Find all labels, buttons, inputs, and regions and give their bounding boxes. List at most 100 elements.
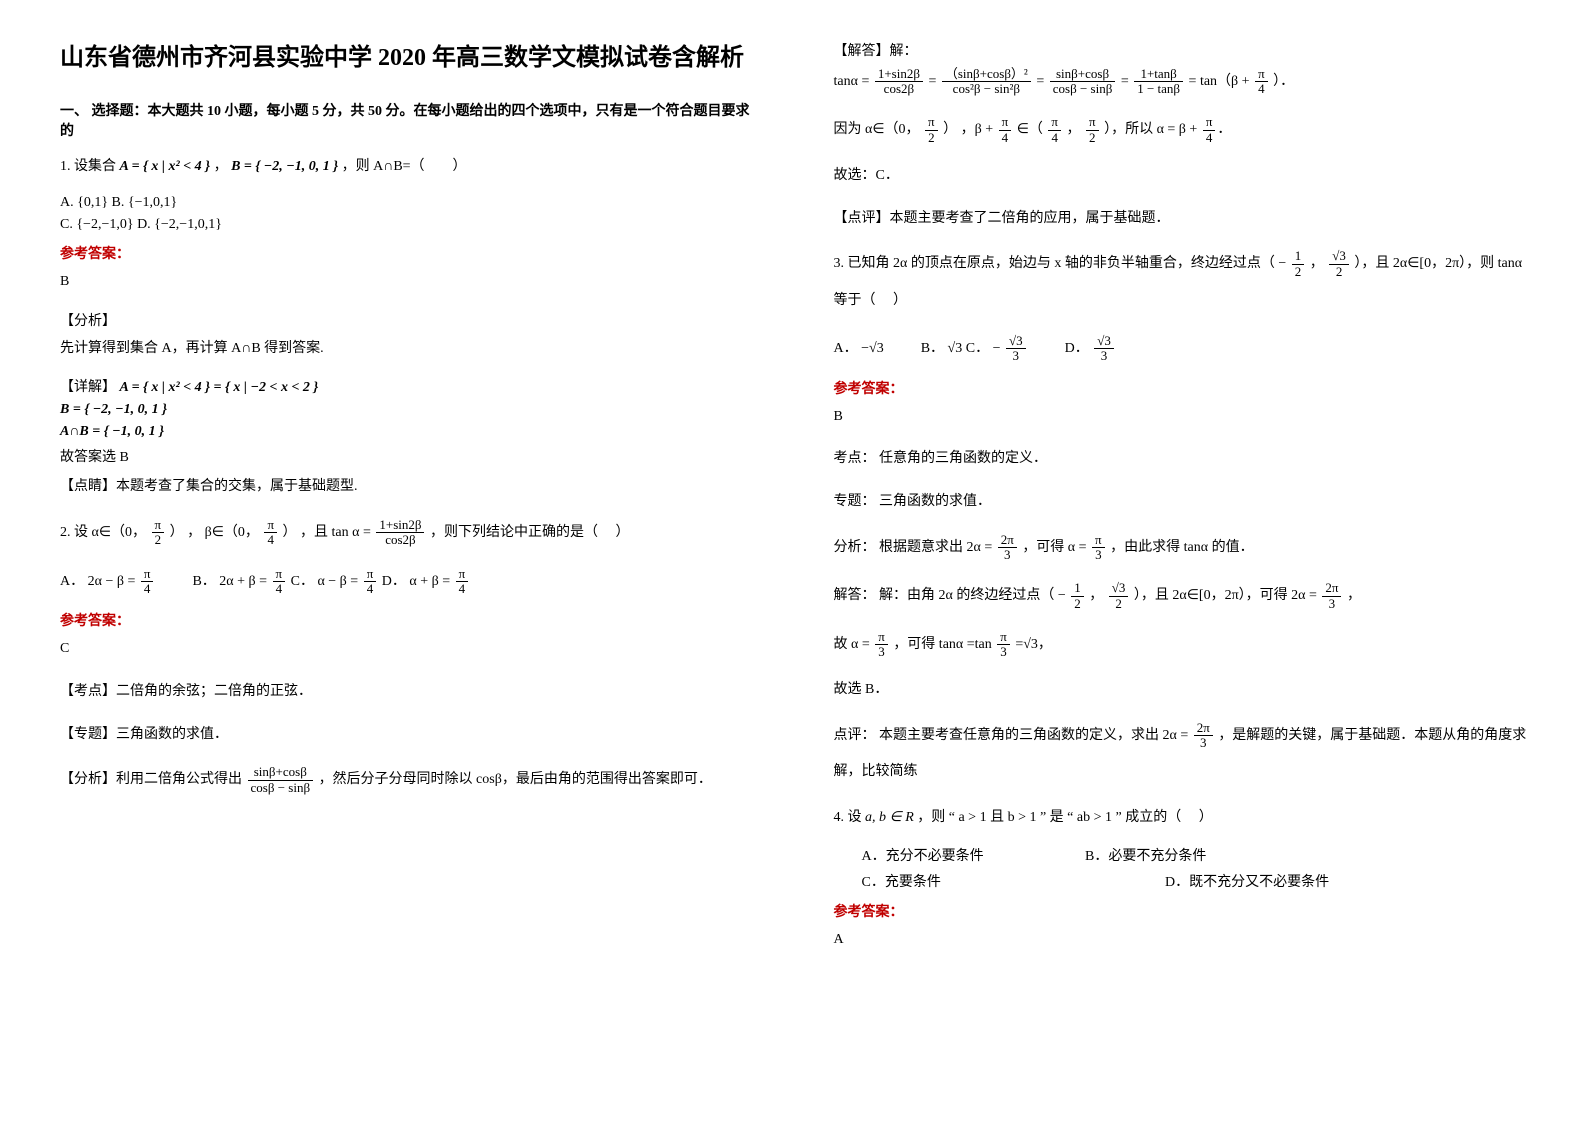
q3-pi3b: π3 [875, 630, 888, 660]
q3-sign2: − [1058, 588, 1066, 603]
q1-ans-label: 参考答案： [60, 243, 754, 263]
q1-stem-b: ， [214, 159, 232, 174]
q1-setA: A = { x | x² < 4 } [120, 159, 211, 174]
q3-jdf: =√3， [1015, 637, 1052, 652]
q3-pi3: π3 [1092, 533, 1105, 563]
r-l2alpha: α∈（0， [865, 122, 920, 137]
q1-setB: B = { −2, −1, 0, 1 } [231, 159, 338, 174]
r-f3: sinβ+cosβcosβ − sinβ [1050, 67, 1116, 97]
q3-jdc: ， [1347, 588, 1361, 603]
r-eq3: = [1121, 74, 1132, 89]
r-pi4-1: π4 [1255, 67, 1268, 97]
doc-title: 山东省德州市齐河县实验中学 2020 年高三数学文模拟试卷含解析 [60, 40, 754, 76]
q3-jd: 解答： 解：由角 2α 的终边经过点（ − 12 ， √32 ），且 2α∈[0… [834, 578, 1528, 614]
q2-optB: B． 2α + β = [192, 574, 270, 589]
q3-jda: 解答： 解：由角 2α 的终边经过点（ [834, 588, 1058, 603]
q3-sign: − [1278, 256, 1286, 271]
q3-a: 3. 已知角 2α 的顶点在原点，始边与 x 轴的非负半轴重合，终边经过点（ [834, 256, 1279, 271]
q3-2pi3c: 2π3 [1194, 721, 1213, 751]
q1-d4: 故答案选 B [60, 446, 754, 466]
r-pi4-3: π4 [1048, 115, 1061, 145]
r-l1b: = tan（β + [1189, 74, 1254, 89]
r-pi4-2: π4 [999, 115, 1012, 145]
q4-opts2: C．充要条件 D．既不充分又不必要条件 [834, 871, 1528, 891]
q2: 2. 设 α∈（0， π2 ） ， β∈（0， π4 ） ，且 tan α = … [60, 515, 754, 551]
q3-opts: A． −√3 B． √3 C． − √33 D． √33 [834, 331, 1528, 367]
r-l2b: ） [943, 122, 957, 137]
q3-optCa: C． − [966, 341, 1001, 356]
q3-ans-label: 参考答案： [834, 378, 1528, 398]
q3-ans: B [834, 402, 1528, 433]
q1-optC: C. {−2,−1,0} D. {−2,−1,0,1} [60, 217, 754, 233]
q3-jdb: ），且 2α∈[0，2π），可得 2α = [1134, 588, 1321, 603]
r-pi4-4: π4 [1203, 115, 1216, 145]
q2-stem-a: 2. 设 [60, 525, 92, 540]
r-line3: 故选：C． [834, 161, 1528, 192]
q3-optC-f: √33 [1006, 334, 1026, 364]
q4-optC: C．充要条件 [862, 871, 1162, 891]
q1-ds: 【点睛】本题考查了集合的交集，属于基础题型. [60, 472, 754, 503]
q2-pi4a: π4 [264, 518, 277, 548]
q2-opts: A． 2α − β = π4 B． 2α + β = π4 C． α − β =… [60, 564, 754, 600]
q1-optA: A. {0,1} B. {−1,0,1} [60, 195, 754, 211]
q2-optA: A． 2α − β = [60, 574, 139, 589]
r-f1: 1+sin2βcos2β [875, 67, 923, 97]
q1: 1. 设集合 A = { x | x² < 4 } ， B = { −2, −1… [60, 152, 754, 183]
r-pi2-2: π2 [1086, 115, 1099, 145]
q3-jdd: 故 α = [834, 637, 874, 652]
r-l2f: ），所以 [1104, 122, 1157, 137]
q2-optA-f: π4 [141, 567, 154, 597]
r-l2a: 因为 [834, 122, 866, 137]
q4-a: 4. 设 [834, 810, 866, 825]
r-l1c: ） [1273, 74, 1280, 89]
q3-py: √32 [1329, 249, 1349, 279]
section1-head: 一、 选择题：本大题共 10 小题，每小题 5 分，共 50 分。在每小题给出的… [60, 100, 754, 140]
r-l2g: α = β + [1157, 122, 1201, 137]
r-ds: 【点评】本题主要考查了二倍角的应用，属于基础题． [834, 204, 1528, 235]
q2-ans-label: 参考答案： [60, 610, 754, 630]
q3-fxc: ，由此求得 tanα 的值． [1110, 540, 1253, 555]
q2-stem-c: ，则下列结论中正确的是（ ） [430, 525, 630, 540]
r-f4: 1+tanβ1 − tanβ [1134, 67, 1183, 97]
q3-px: 12 [1292, 249, 1305, 279]
q2-close2: ） [283, 525, 297, 540]
q2-fx-b: ，然后分子分母同时除以 cosβ，最后由角的范围得出答案即可． [319, 772, 712, 787]
q2-optC: C． α − β = [291, 574, 362, 589]
q4-ab: a, b ∈ R [865, 810, 914, 825]
q3-jd2: 故 α = π3 ，可得 tanα =tan π3 =√3， [834, 627, 1528, 663]
q2-optD: D． α + β = [382, 574, 454, 589]
q4-optD: D．既不充分又不必要条件 [1165, 875, 1329, 890]
q2-fx-frac: sinβ+cosβcosβ − sinβ [248, 765, 314, 795]
r-jd-label: 【解答】解： [834, 40, 1528, 60]
q4-b: ，则 “ a > 1 且 b > 1 ” 是 “ ab > 1 ” 成立的（ ） [917, 810, 1212, 825]
q3-optD-f: √33 [1094, 334, 1114, 364]
q2-optC-f: π4 [364, 567, 377, 597]
r-l2d: ∈（ [1017, 122, 1043, 137]
q3-fxa: 分析： 根据题意求出 2α = [834, 540, 996, 555]
q4-optA: A．充分不必要条件 [862, 845, 1082, 865]
q2-close1: ） [170, 525, 184, 540]
q3-py2: √32 [1109, 581, 1129, 611]
r-l1a: tanα = [834, 74, 873, 89]
q3-optDa: D． [1065, 341, 1093, 356]
q2-optB-f: π4 [273, 567, 286, 597]
q1-d2: B = { −2, −1, 0, 1 } [60, 402, 754, 418]
right-column: 【解答】解： tanα = 1+sin2βcos2β = （sinβ+cosβ）… [834, 40, 1528, 968]
q3-2pi3: 2π3 [998, 533, 1017, 563]
q3-jdg: 故选 B． [834, 675, 1528, 706]
q1-d3: A∩B = { −1, 0, 1 } [60, 424, 754, 440]
q4-optB: B．必要不充分条件 [1085, 849, 1206, 864]
q3-2pi3b: 2π3 [1322, 581, 1341, 611]
r-line2: 因为 α∈（0， π2 ） ，β + π4 ∈（ π4 ， π2 ），所以 α … [834, 112, 1528, 148]
r-f2: （sinβ+cosβ）²cos²β − sin²β [942, 67, 1031, 97]
r-eq1: = [928, 74, 939, 89]
q1-detail-label: 【详解】 [60, 380, 116, 395]
r-l2c: ，β + [961, 122, 997, 137]
r-pi2: π2 [925, 115, 938, 145]
q2-alpha: α∈（0， [92, 525, 147, 540]
q3: 3. 已知角 2α 的顶点在原点，始边与 x 轴的非负半轴重合，终边经过点（ −… [834, 246, 1528, 319]
q2-optD-f: π4 [456, 567, 469, 597]
q1-fx-text: 先计算得到集合 A，再计算 A∩B 得到答案. [60, 334, 754, 365]
q2-beta: β∈（0， [205, 525, 259, 540]
q1-ans: B [60, 267, 754, 298]
